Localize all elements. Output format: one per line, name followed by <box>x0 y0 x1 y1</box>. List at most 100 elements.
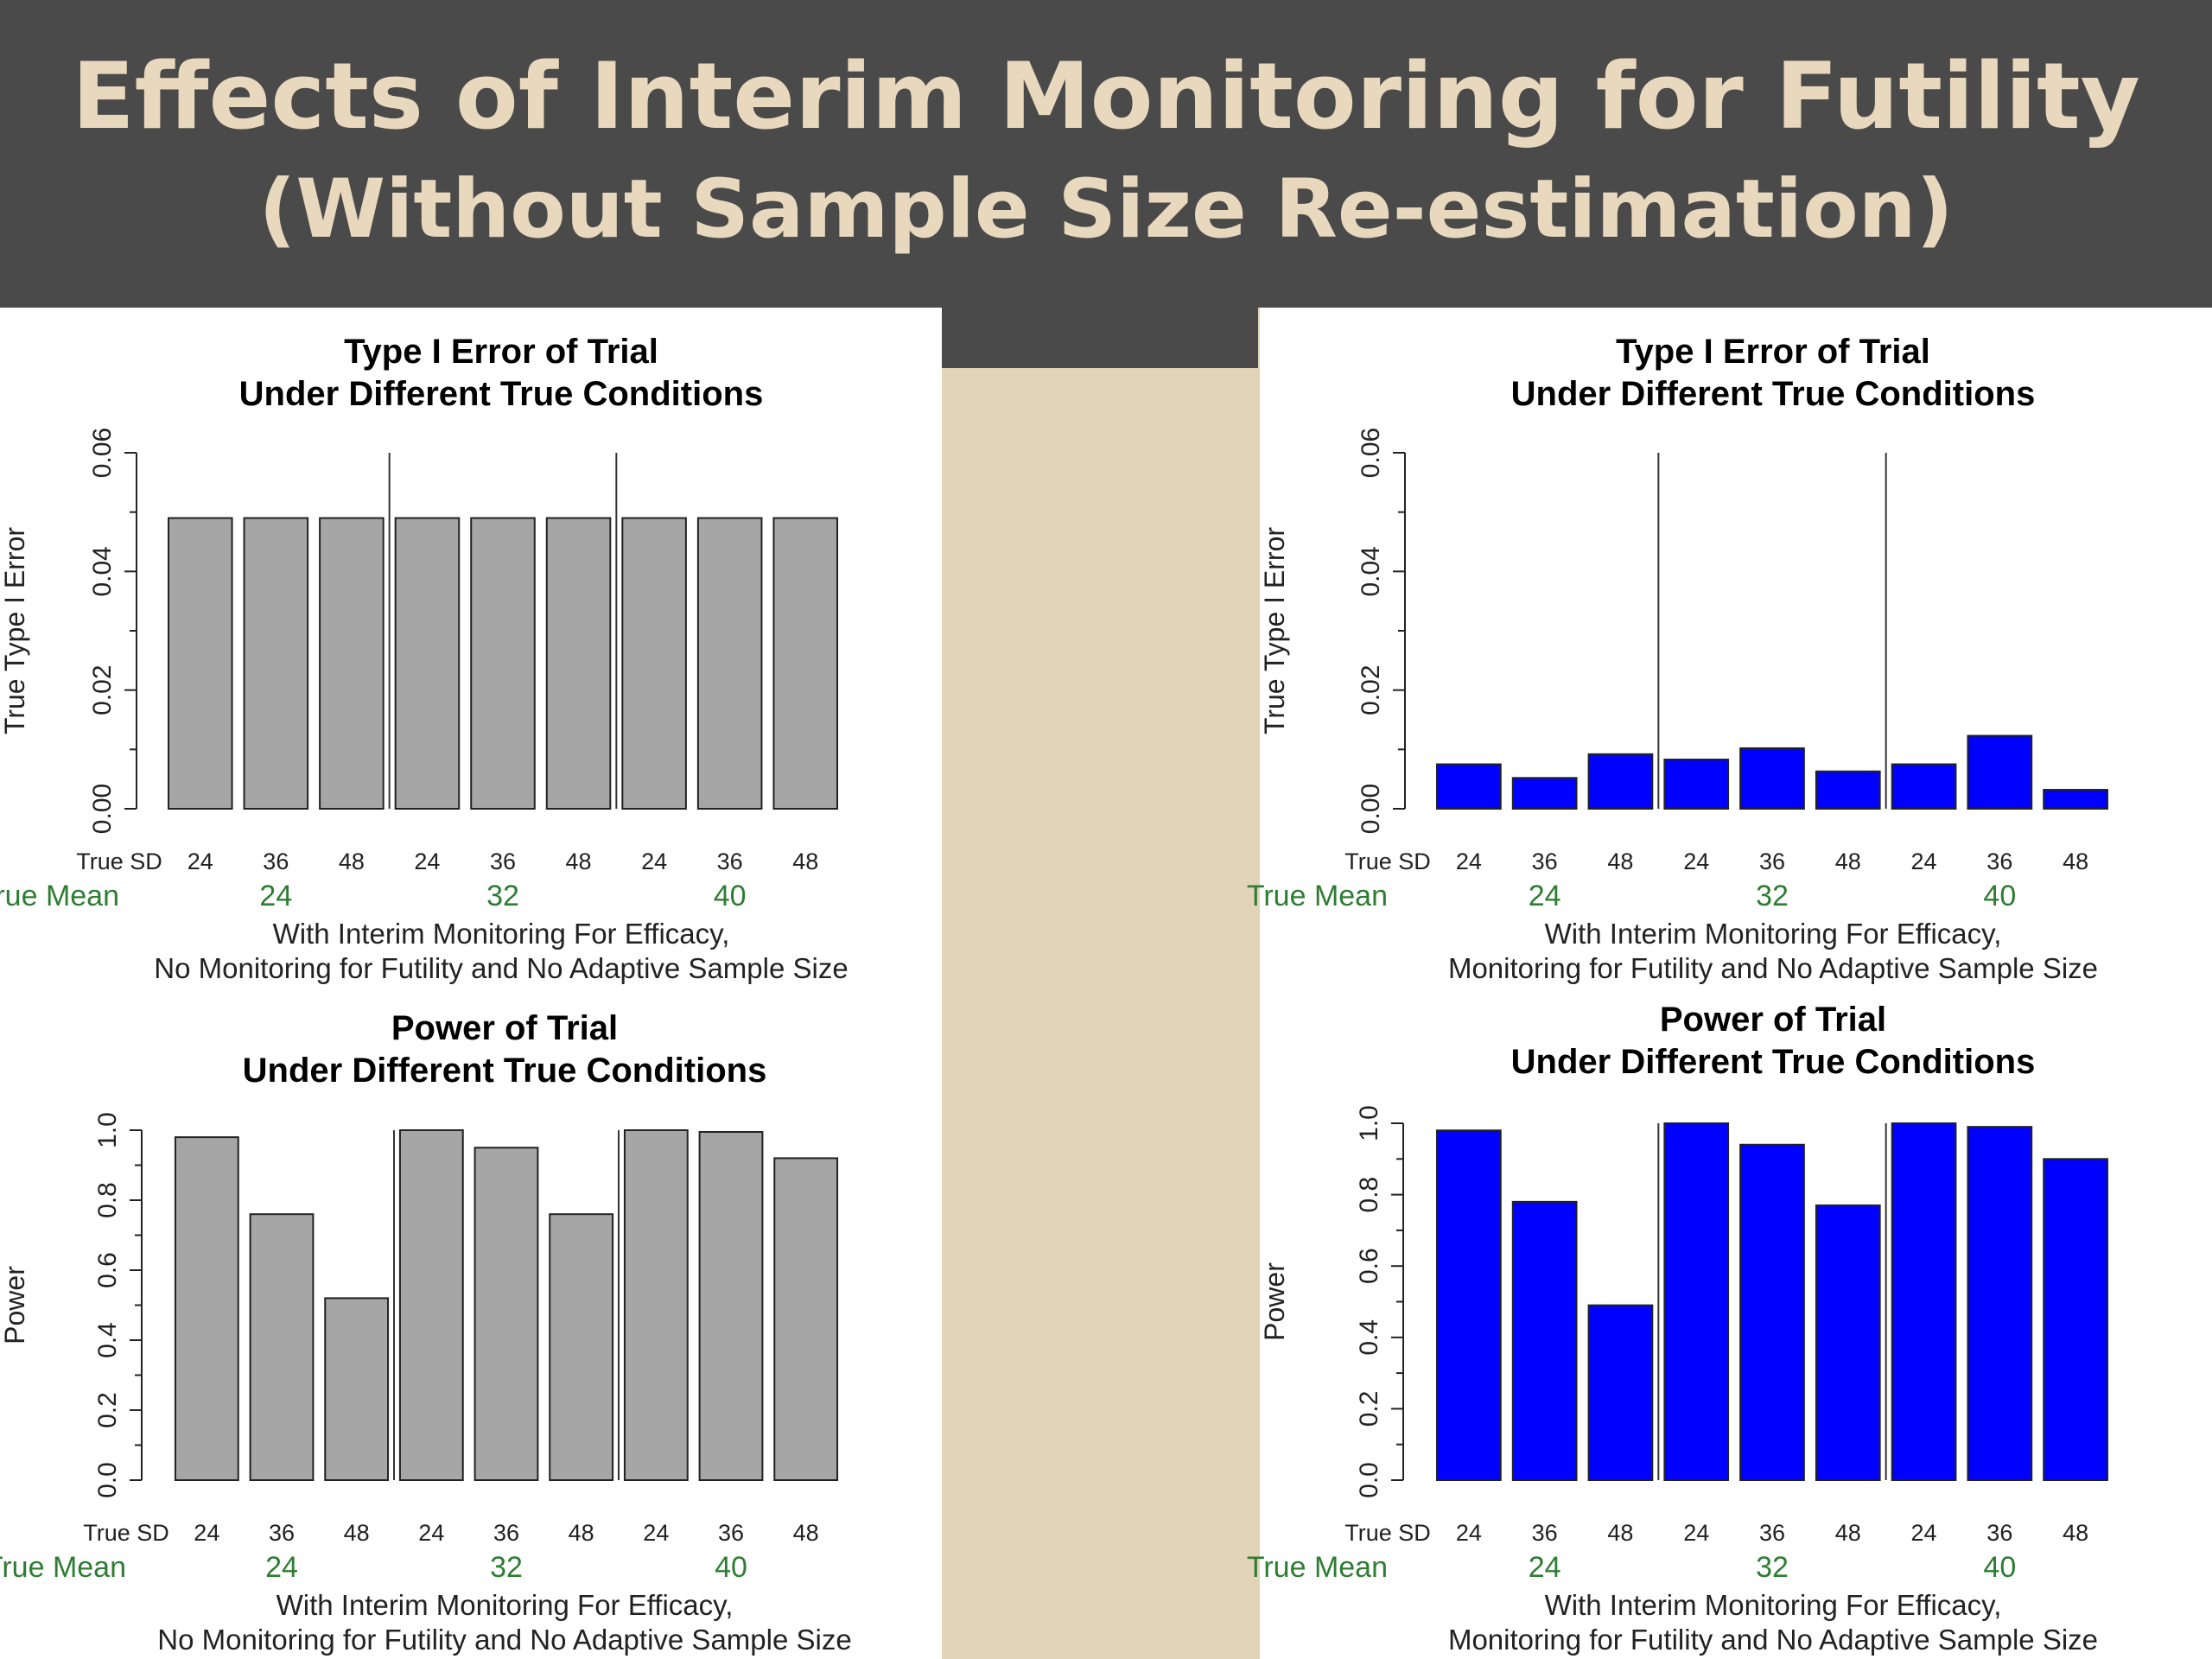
chart-title-line-2: Under Different True Conditions <box>1511 375 2036 413</box>
bar <box>243 517 309 810</box>
mean-value-label: 32 <box>1756 880 1789 912</box>
true-sd-label: True SD <box>1344 849 1431 874</box>
sd-value-label: 24 <box>188 849 213 874</box>
bar <box>696 517 763 810</box>
y-axis-label: Power <box>1259 1262 1290 1341</box>
y-tick-label: 0.04 <box>88 546 117 596</box>
true-mean-label: True Mean <box>0 1551 126 1584</box>
bar <box>549 1213 614 1481</box>
sd-value-label: 48 <box>792 849 818 874</box>
sd-value-label: 24 <box>194 1520 219 1546</box>
chart-caption-line-1: With Interim Monitoring For Efficacy, <box>273 918 730 950</box>
bar <box>621 517 687 810</box>
sd-value-label: 48 <box>1607 849 1633 874</box>
bar <box>319 517 385 810</box>
sd-value-label: 36 <box>269 1520 295 1546</box>
sd-value-label: 48 <box>1607 1520 1633 1546</box>
y-tick-label: 1.0 <box>1355 1105 1383 1141</box>
mean-value-label: 40 <box>1983 1551 2016 1584</box>
bar <box>1891 763 1957 810</box>
chart-title-line-1: Type I Error of Trial <box>344 333 658 371</box>
right-chart-panel: Type I Error of Trial Under Different Tru… <box>1247 308 2212 1659</box>
mean-value-label: 40 <box>715 1551 747 1584</box>
chart-caption-line-1: With Interim Monitoring For Efficacy, <box>276 1589 734 1621</box>
chart-caption-line-2: No Monitoring for Futility and No Adapti… <box>154 952 848 984</box>
slide-subtitle: (Without Sample Size Re-estimation) <box>258 162 1954 257</box>
sd-value-label: 24 <box>1683 849 1709 874</box>
mean-value-label: 24 <box>259 880 292 912</box>
sd-value-label: 48 <box>344 1520 370 1546</box>
chart-caption-line-1: With Interim Monitoring For Efficacy, <box>1545 1589 2002 1621</box>
bar <box>545 517 612 810</box>
bar <box>1739 1143 1805 1481</box>
true-mean-label: True Mean <box>1247 1551 1388 1584</box>
y-tick-label: 0.8 <box>1355 1177 1383 1213</box>
sd-value-label: 24 <box>1911 849 1937 874</box>
y-tick-label: 0.2 <box>1355 1391 1383 1427</box>
bar <box>1511 1200 1578 1482</box>
sd-value-label: 24 <box>1683 1520 1709 1546</box>
sd-value-label: 36 <box>1759 1520 1785 1546</box>
true-sd-label: True SD <box>76 849 162 874</box>
bar <box>623 1129 689 1481</box>
power-chart-blue: Power of Trial Under Different True Condi… <box>1247 1001 2108 1656</box>
chart-caption-line-2: Monitoring for Futility and No Adaptive … <box>1448 1624 2098 1656</box>
chart-title-line-1: Power of Trial <box>1660 1001 1886 1039</box>
sd-value-label: 24 <box>1456 849 1482 874</box>
sd-value-label: 24 <box>643 1520 669 1546</box>
bar <box>1663 1122 1730 1481</box>
true-mean-label: True Mean <box>0 880 119 912</box>
true-sd-label: True SD <box>83 1520 169 1546</box>
sd-value-label: 36 <box>490 849 516 874</box>
left-chart-panel: Type I Error of Trial Under Different Tru… <box>0 308 942 1659</box>
mean-value-label: 32 <box>490 1551 523 1584</box>
y-tick-label: 0.02 <box>88 664 117 715</box>
bar <box>168 517 233 810</box>
bar <box>772 517 838 810</box>
y-tick-label: 0.6 <box>1355 1248 1383 1284</box>
y-tick-label: 0.0 <box>1355 1462 1383 1498</box>
sd-value-label: 36 <box>1986 849 2012 874</box>
sd-value-label: 36 <box>263 849 289 874</box>
sd-value-label: 36 <box>493 1520 519 1546</box>
chart-caption-line-2: Monitoring for Futility and No Adaptive … <box>1448 952 2098 984</box>
y-tick-label: 0.06 <box>1357 428 1385 478</box>
bar <box>470 517 536 810</box>
y-tick-label: 0.6 <box>93 1252 122 1288</box>
mean-value-label: 24 <box>1529 1551 1561 1584</box>
bar <box>394 517 461 810</box>
sd-value-label: 24 <box>418 1520 444 1546</box>
sd-value-label: 48 <box>1835 849 1861 874</box>
mean-value-label: 24 <box>1529 880 1561 912</box>
sd-value-label: 24 <box>1456 1520 1482 1546</box>
bar <box>1663 759 1730 810</box>
y-axis-label: True Type I Error <box>1259 527 1290 734</box>
y-tick-label: 0.00 <box>1357 784 1385 834</box>
slide-header <box>0 0 2212 308</box>
slide-title: Effects of Interim Monitoring for Futili… <box>72 43 2140 149</box>
sd-value-label: 48 <box>2063 849 2088 874</box>
chart-title-line-2: Under Different True Conditions <box>243 1052 767 1090</box>
chart-caption-line-2: No Monitoring for Futility and No Adapti… <box>157 1624 851 1656</box>
sd-value-label: 48 <box>793 1520 819 1546</box>
y-axis-label: True Type I Error <box>0 527 30 734</box>
y-tick-label: 0.4 <box>1355 1319 1383 1356</box>
bar <box>2043 789 2108 810</box>
bar <box>474 1147 539 1481</box>
y-axis-label: Power <box>0 1266 30 1344</box>
sd-value-label: 36 <box>717 849 743 874</box>
sd-value-label: 36 <box>1986 1520 2012 1546</box>
y-tick-label: 0.04 <box>1357 546 1385 596</box>
chart-title-line-2: Under Different True Conditions <box>239 375 764 413</box>
sd-value-label: 48 <box>566 849 592 874</box>
bar <box>2043 1158 2108 1482</box>
bar <box>1967 1126 2033 1481</box>
bar <box>398 1129 464 1481</box>
bar <box>1739 747 1805 810</box>
mean-value-label: 40 <box>714 880 747 912</box>
mean-value-label: 24 <box>265 1551 298 1584</box>
y-tick-label: 0.0 <box>93 1462 122 1498</box>
bar <box>1511 777 1578 810</box>
bar <box>773 1157 839 1481</box>
sd-value-label: 48 <box>2063 1520 2088 1546</box>
